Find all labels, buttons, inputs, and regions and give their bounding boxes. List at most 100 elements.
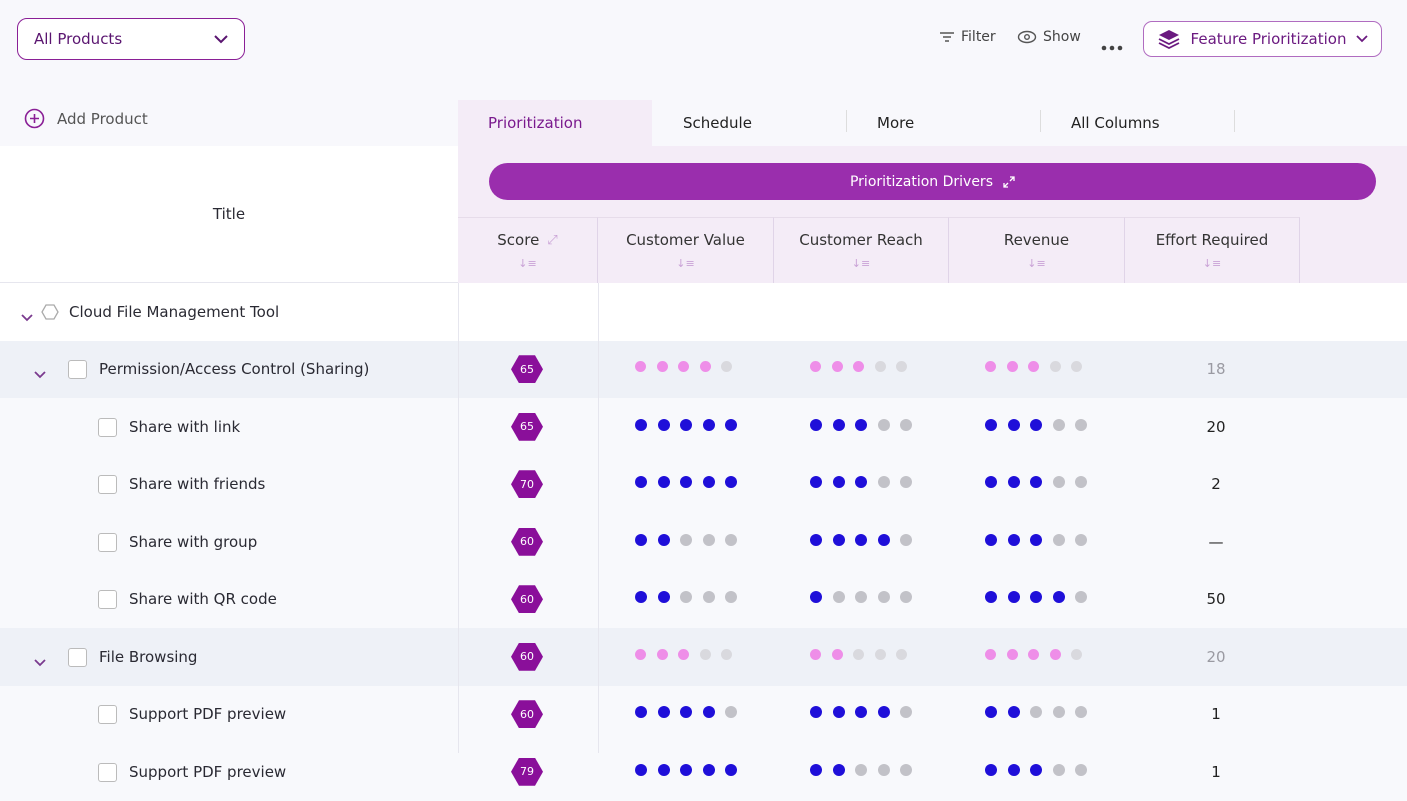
column-title: Score ⤢ [497, 231, 557, 249]
rating-dots [810, 706, 923, 719]
dot-empty [1052, 763, 1065, 776]
dot-empty [855, 763, 867, 776]
dot-filled [853, 361, 864, 373]
effort-value: 20 [1206, 647, 1226, 666]
checkbox[interactable] [98, 475, 117, 495]
dot-filled [810, 763, 822, 776]
dot-empty [721, 361, 732, 373]
dot-filled [1049, 648, 1061, 660]
more-menu[interactable] [1101, 36, 1123, 55]
sort-icon: ↓≡ [676, 257, 695, 270]
dot-filled [635, 533, 647, 546]
product-icon [41, 304, 59, 324]
checkbox[interactable] [68, 647, 87, 667]
dot-filled [877, 706, 890, 719]
rating-dots [635, 648, 743, 661]
effort-value: 1 [1211, 762, 1221, 781]
sort-icon: ↓≡ [1202, 257, 1222, 270]
view-select[interactable]: Feature Prioritization [1143, 21, 1382, 57]
dot-filled [985, 476, 997, 489]
column-label: Customer Value [626, 231, 745, 249]
checkbox[interactable] [98, 762, 117, 782]
effort-value: 18 [1206, 360, 1226, 379]
dot-empty [1052, 533, 1065, 546]
checkbox[interactable] [98, 705, 117, 725]
checkbox[interactable] [98, 417, 117, 437]
dot-empty [1052, 476, 1065, 489]
row-title: Share with group [129, 532, 258, 551]
rating-dots [635, 533, 748, 546]
dot-filled [680, 706, 692, 719]
column-header[interactable]: Customer Reach ↓≡ [774, 217, 949, 283]
dot-filled [657, 706, 670, 719]
tab[interactable]: Prioritization [488, 114, 583, 132]
dot-empty [900, 418, 912, 431]
dot-filled [1028, 648, 1039, 660]
dot-filled [680, 763, 692, 776]
checkbox[interactable] [98, 590, 117, 610]
collapse-toggle[interactable] [34, 364, 46, 383]
rating-dots [635, 418, 748, 431]
drivers-banner[interactable]: Prioritization Drivers [489, 163, 1376, 200]
column-header[interactable]: Score ⤢ ↓≡ [458, 217, 598, 283]
dot-empty [702, 591, 715, 604]
dot-filled [657, 763, 670, 776]
drivers-banner-label: Prioritization Drivers [849, 173, 993, 190]
layers-icon [1158, 30, 1179, 50]
dot-filled [855, 706, 867, 719]
column-header[interactable]: Effort Required ↓≡ [1125, 217, 1300, 283]
dot-filled [635, 648, 646, 660]
dot-empty [896, 361, 907, 373]
tab[interactable]: More [877, 114, 915, 132]
dot-empty [900, 533, 912, 546]
tab-divider [1040, 110, 1041, 132]
dot-empty [877, 763, 890, 776]
effort-value: 50 [1206, 590, 1226, 609]
dot-filled [678, 648, 689, 660]
dot-empty [1075, 418, 1087, 431]
dot-empty [900, 591, 912, 604]
title-header-label: Title [212, 205, 246, 223]
column-header[interactable]: Revenue ↓≡ [949, 217, 1125, 283]
score-badge: 70 [511, 470, 543, 499]
dot-empty [1049, 361, 1061, 373]
sort-icon: ↓≡ [1027, 257, 1046, 270]
dot-filled [678, 361, 689, 373]
dot-filled [985, 706, 997, 719]
dot-empty [1075, 476, 1087, 489]
column-title: Effort Required [1156, 231, 1269, 249]
checkbox[interactable] [98, 532, 117, 552]
dot-filled [985, 763, 997, 776]
column-header[interactable]: Customer Value ↓≡ [598, 217, 774, 283]
row-title: Support PDF preview [129, 705, 287, 724]
dot-empty [1075, 591, 1087, 604]
plus-icon [24, 108, 45, 129]
collapse-toggle[interactable] [34, 652, 46, 671]
dot-empty [874, 648, 886, 660]
add-product[interactable]: Add Product [24, 108, 148, 129]
column-divider [458, 283, 459, 753]
eye-icon [1017, 30, 1037, 44]
effort-value: 1 [1211, 705, 1221, 724]
dot-filled [1007, 533, 1020, 546]
show-button[interactable]: Show [1017, 29, 1081, 45]
dot-empty [900, 763, 912, 776]
dot-filled [1030, 591, 1042, 604]
collapse-toggle[interactable] [21, 307, 33, 326]
product-select[interactable]: All Products [17, 18, 245, 60]
tab[interactable]: Schedule [683, 114, 752, 132]
tab[interactable]: All Columns [1071, 114, 1160, 132]
checkbox[interactable] [68, 360, 87, 380]
dot-filled [635, 706, 647, 719]
rating-dots [635, 706, 748, 719]
score-badge: 60 [511, 700, 543, 729]
row-title: Cloud File Management Tool [69, 302, 280, 321]
filter-button[interactable]: Filter [939, 29, 996, 45]
dot-empty [877, 476, 890, 489]
dot-filled [702, 476, 715, 489]
dot-filled [831, 648, 843, 660]
rating-dots [810, 648, 918, 661]
rating-dots [985, 706, 1098, 719]
filter-icon [940, 32, 954, 42]
dot-empty [1075, 706, 1087, 719]
